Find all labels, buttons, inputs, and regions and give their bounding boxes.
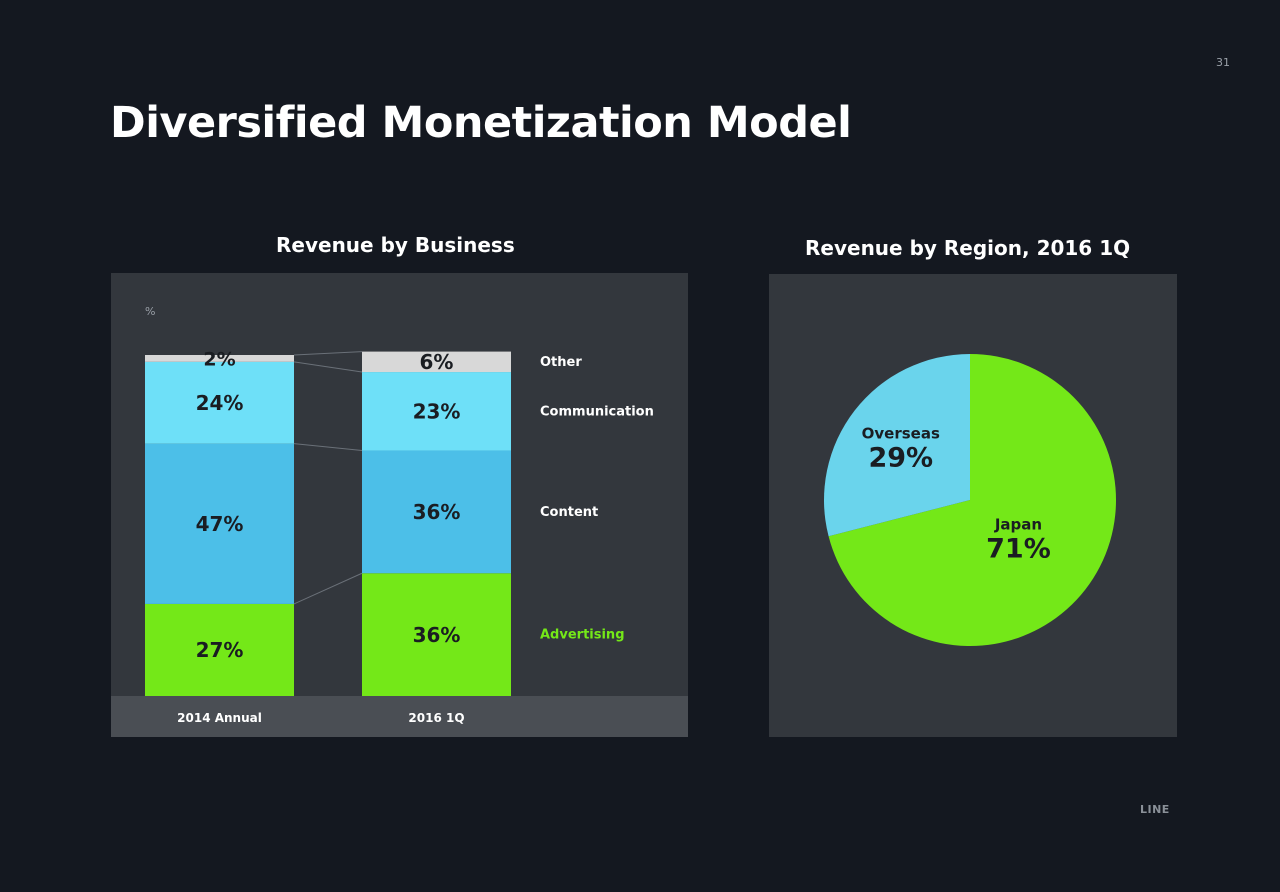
category-label-2014-annual: 2014 Annual bbox=[177, 711, 262, 725]
pie-slice-japan bbox=[828, 354, 1116, 646]
bar-chart-panel: % 27% 47% 24% 2% 2014 Annual 36% 36% 23% 6% 2016 1… bbox=[111, 273, 688, 737]
pie-chart-title: Revenue by Region, 2016 1Q bbox=[805, 236, 1131, 260]
bar-other-2016-1q bbox=[362, 351, 511, 373]
bar-communication-2014-annual bbox=[145, 361, 294, 444]
bar-advertising-2014-annual bbox=[145, 603, 294, 696]
line-logo: LINE bbox=[1140, 803, 1170, 816]
legend-advertising: Advertising bbox=[540, 628, 625, 643]
bar-other-2014-annual bbox=[145, 355, 294, 362]
data-label-advertising-2016-1q: 36% bbox=[413, 623, 461, 647]
bar-chart-title: Revenue by Business bbox=[276, 233, 515, 257]
pie-value-overseas: 29% bbox=[868, 442, 933, 473]
connector-line-3 bbox=[293, 361, 363, 373]
data-label-communication-2014-annual: 24% bbox=[196, 391, 244, 415]
category-axis-band bbox=[111, 696, 688, 737]
data-label-advertising-2014-annual: 27% bbox=[196, 638, 244, 662]
unit-label: % bbox=[145, 305, 155, 318]
connector-line-4 bbox=[293, 351, 363, 356]
pie-label-overseas: Overseas bbox=[862, 424, 940, 442]
pie-label-japan: Japan bbox=[994, 516, 1042, 534]
legend-communication: Communication bbox=[540, 404, 654, 419]
connector-line-1 bbox=[293, 572, 363, 605]
pie-slice-overseas bbox=[824, 354, 970, 537]
pie-value-japan: 71% bbox=[986, 534, 1051, 565]
bar-content-2016-1q bbox=[362, 450, 511, 574]
slide-title: Diversified Monetization Model bbox=[110, 98, 852, 148]
legend-content: Content bbox=[540, 505, 598, 520]
bar-advertising-2016-1q bbox=[362, 573, 511, 696]
bar-communication-2016-1q bbox=[362, 372, 511, 451]
connector-line-2 bbox=[293, 443, 363, 451]
data-label-other-2016-1q: 6% bbox=[420, 350, 454, 374]
bar-content-2014-annual bbox=[145, 443, 294, 604]
data-label-communication-2016-1q: 23% bbox=[413, 399, 461, 423]
category-label-2016-1q: 2016 1Q bbox=[408, 711, 464, 725]
data-label-content-2014-annual: 47% bbox=[196, 512, 244, 536]
legend-other: Other bbox=[540, 355, 582, 370]
data-label-content-2016-1q: 36% bbox=[413, 500, 461, 524]
pie-chart-panel: Japan 71% Overseas 29% bbox=[769, 274, 1177, 737]
page-number: 31 bbox=[1216, 56, 1230, 69]
bar-chart: % 27% 47% 24% 2% 2014 Annual 36% 36% 23% 6% 2016 1… bbox=[111, 305, 688, 737]
data-label-other-2014-annual: 2% bbox=[203, 348, 235, 370]
